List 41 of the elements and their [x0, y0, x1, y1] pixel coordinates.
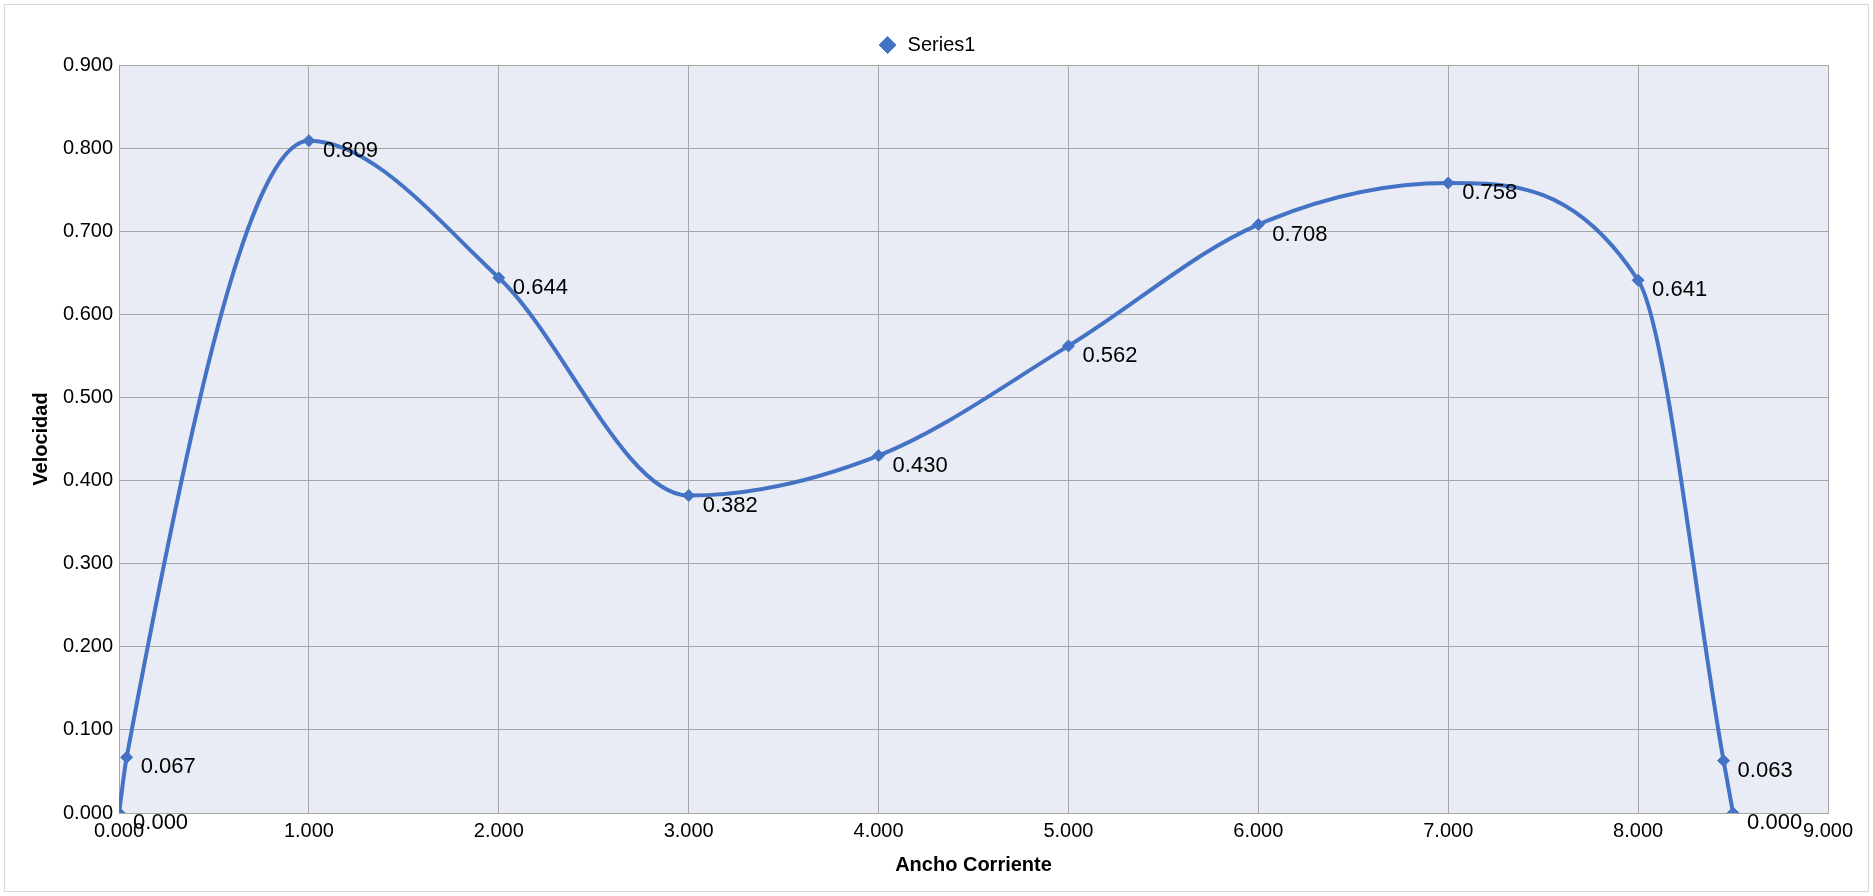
y-tick-label: 0.800	[62, 135, 114, 158]
data-label: 0.067	[140, 753, 196, 779]
y-tick-label: 0.700	[62, 218, 114, 241]
x-tick-label: 9.000	[1802, 818, 1854, 841]
y-tick-label: 0.000	[62, 800, 114, 823]
data-label: 0.063	[1737, 756, 1793, 782]
y-axis-title: Velocidad	[28, 392, 51, 486]
data-label: 0.708	[1272, 220, 1328, 246]
point	[492, 271, 506, 285]
data-label: 0.644	[512, 273, 568, 299]
data-label: 0.382	[702, 491, 758, 517]
y-tick-label: 0.200	[62, 634, 114, 657]
y-tick-label: 0.500	[62, 384, 114, 407]
x-tick-label: 6.000	[1233, 818, 1284, 841]
x-tick-label: 2.000	[473, 818, 524, 841]
y-tick-label: 0.100	[62, 717, 114, 740]
x-tick-label: 1.000	[283, 818, 334, 841]
x-tick-label: 5.000	[1043, 818, 1094, 841]
y-tick-label: 0.900	[62, 52, 114, 75]
data-label: 0.641	[1652, 276, 1708, 302]
y-tick-label: 0.300	[62, 551, 114, 574]
x-axis-title: Ancho Corriente	[895, 852, 1052, 875]
point	[120, 750, 134, 764]
x-tick-label: 8.000	[1613, 818, 1664, 841]
point	[1251, 218, 1265, 232]
x-tick-label: 7.000	[1423, 818, 1474, 841]
data-label: 0.562	[1082, 341, 1138, 367]
data-label: 0.430	[892, 451, 948, 477]
point	[1631, 273, 1645, 287]
point	[1717, 754, 1731, 768]
point	[682, 489, 696, 503]
data-label: 0.758	[1462, 179, 1518, 205]
y-tick-label: 0.400	[62, 468, 114, 491]
legend-label: Series1	[907, 32, 976, 55]
x-tick-label: 4.000	[853, 818, 904, 841]
x-tick-label: 3.000	[663, 818, 714, 841]
y-tick-label: 0.600	[62, 301, 114, 324]
point	[872, 449, 886, 463]
point	[302, 134, 316, 148]
point	[1061, 339, 1075, 353]
point	[1441, 176, 1455, 190]
